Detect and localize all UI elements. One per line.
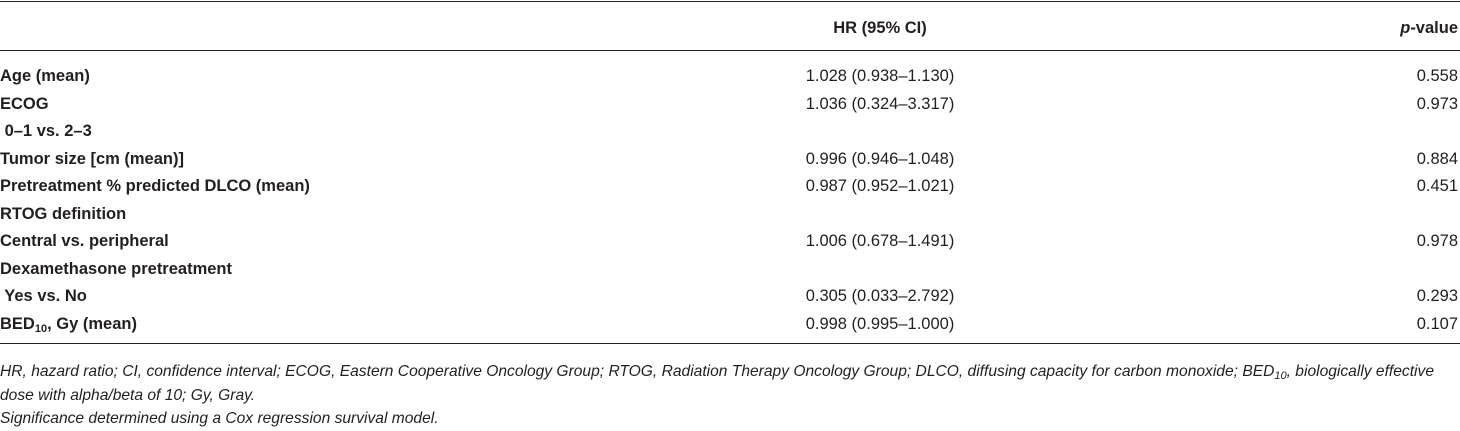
footnote-significance: Significance determined using a Cox regr… — [0, 410, 439, 427]
hr-value: 0.305 (0.033–2.792) — [805, 287, 955, 305]
header-rule — [0, 50, 1460, 51]
footnote: HR, hazard ratio; CI, confidence interva… — [0, 360, 1458, 431]
row-label-text: Yes vs. No — [0, 287, 87, 305]
p-value: 0.558 — [1416, 67, 1458, 85]
row-label-text: Pretreatment % predicted DLCO (mean) — [0, 177, 310, 195]
row-label: RTOG definition — [0, 204, 126, 224]
row-label: Tumor size [cm (mean)] — [0, 149, 184, 169]
hr-value: 0.987 (0.952–1.021) — [805, 177, 955, 195]
row-label-text: Tumor size [cm (mean)] — [0, 149, 184, 168]
header-hr: HR (95% CI) — [833, 19, 927, 37]
row-label: BED10, Gy (mean) — [0, 314, 137, 335]
header-p-rest: -value — [1410, 19, 1458, 37]
row-label-text: Central vs. peripheral — [0, 232, 169, 250]
p-value: 0.451 — [1416, 177, 1458, 195]
header-p-italic: p — [1400, 19, 1411, 37]
top-rule — [0, 1, 1460, 2]
row-label-text: Dexamethasone pretreatment — [0, 259, 232, 278]
header-p: p-value — [1400, 18, 1458, 38]
hr-value: 0.996 (0.946–1.048) — [805, 149, 955, 168]
footnote-text: HR, hazard ratio; CI, confidence interva… — [0, 363, 1275, 380]
row-label-sub: 10 — [34, 322, 48, 335]
p-value: 0.973 — [1416, 94, 1458, 113]
hr-value: 1.036 (0.324–3.317) — [805, 94, 955, 113]
hr-value: 1.028 (0.938–1.130) — [805, 67, 955, 85]
p-value: 0.978 — [1416, 232, 1458, 250]
bottom-rule — [0, 343, 1460, 344]
row-label-text: Age (mean) — [0, 67, 90, 85]
p-value: 0.293 — [1416, 287, 1458, 305]
row-label: Yes vs. No — [0, 286, 87, 306]
footnote-abbrev: HR, hazard ratio; CI, confidence interva… — [0, 360, 1458, 407]
row-label: Pretreatment % predicted DLCO (mean) — [0, 176, 310, 196]
hr-value: 0.998 (0.995–1.000) — [805, 314, 955, 333]
footnote-text: , biologically effective dose with alpha… — [0, 363, 1434, 404]
row-label: Dexamethasone pretreatment — [0, 259, 232, 279]
p-value: 0.107 — [1416, 314, 1458, 333]
row-label: 0–1 vs. 2–3 — [0, 121, 92, 141]
row-label: Central vs. peripheral — [0, 231, 169, 251]
row-label: Age (mean) — [0, 66, 90, 86]
hr-value: 1.006 (0.678–1.491) — [805, 232, 955, 250]
row-label-text: , Gy (mean) — [47, 314, 137, 333]
row-label-text: RTOG definition — [0, 204, 127, 223]
row-label-text: BED — [0, 314, 35, 333]
footnote-sub: 10 — [1274, 370, 1287, 382]
row-label-text: 0–1 vs. 2–3 — [0, 122, 92, 140]
p-value: 0.884 — [1416, 149, 1458, 168]
row-label-text: ECOG — [0, 94, 49, 113]
row-label: ECOG — [0, 94, 49, 114]
